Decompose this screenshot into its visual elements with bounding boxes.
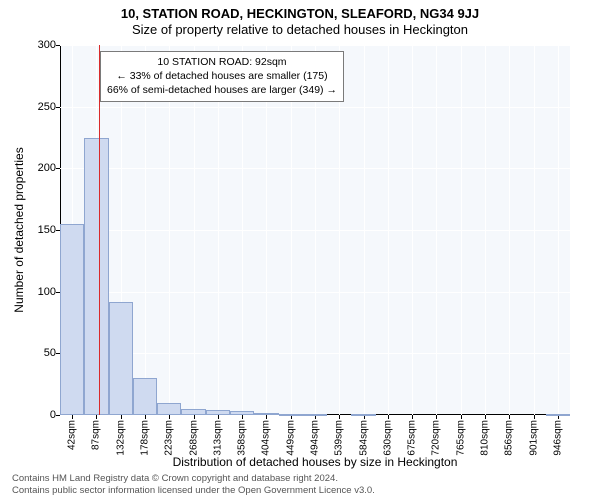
xtick-label: 178sqm	[140, 420, 151, 456]
histogram-bar	[303, 414, 327, 416]
xtick-label: 358sqm	[237, 420, 248, 456]
annotation-line-3: 66% of semi-detached houses are larger (…	[107, 83, 337, 97]
histogram-bar	[84, 138, 108, 416]
histogram-bar	[254, 413, 278, 415]
xtick-label: 449sqm	[285, 420, 296, 456]
xtick-mark	[485, 415, 486, 419]
gridline-v	[388, 45, 389, 415]
histogram-bar	[230, 411, 254, 415]
ytick-label: 150	[0, 224, 56, 236]
xtick-mark	[412, 415, 413, 419]
xtick-label: 42sqm	[67, 420, 78, 450]
xtick-label: 946sqm	[552, 420, 563, 456]
xtick-label: 584sqm	[358, 420, 369, 456]
xtick-mark	[194, 415, 195, 419]
ytick-label: 50	[0, 347, 56, 359]
gridline-v	[558, 45, 559, 415]
xtick-label: 404sqm	[261, 420, 272, 456]
histogram-bar	[279, 414, 303, 416]
xtick-mark	[509, 415, 510, 419]
gridline-v	[436, 45, 437, 415]
ytick-mark	[56, 415, 60, 416]
xtick-label: 856sqm	[504, 420, 515, 456]
chart-title-address: 10, STATION ROAD, HECKINGTON, SLEAFORD, …	[0, 6, 600, 21]
credits-line-2: Contains public sector information licen…	[12, 485, 375, 496]
ytick-label: 250	[0, 101, 56, 113]
xtick-mark	[461, 415, 462, 419]
xtick-label: 675sqm	[407, 420, 418, 456]
xtick-mark	[266, 415, 267, 419]
xtick-mark	[218, 415, 219, 419]
xtick-label: 268sqm	[188, 420, 199, 456]
histogram-bar	[60, 224, 84, 415]
histogram-bar	[133, 378, 157, 415]
xtick-mark	[145, 415, 146, 419]
xtick-label: 630sqm	[382, 420, 393, 456]
annotation-line-1: 10 STATION ROAD: 92sqm	[107, 55, 337, 69]
xtick-mark	[388, 415, 389, 419]
chart-subtitle: Size of property relative to detached ho…	[0, 22, 600, 37]
chart-container: 10, STATION ROAD, HECKINGTON, SLEAFORD, …	[0, 0, 600, 500]
xtick-label: 810sqm	[480, 420, 491, 456]
xtick-label: 87sqm	[91, 420, 102, 450]
ytick-mark	[56, 107, 60, 108]
histogram-bar	[546, 414, 570, 416]
ytick-label: 200	[0, 162, 56, 174]
xtick-label: 223sqm	[164, 420, 175, 456]
xtick-mark	[169, 415, 170, 419]
xtick-label: 720sqm	[431, 420, 442, 456]
xtick-label: 765sqm	[455, 420, 466, 456]
credits-text: Contains HM Land Registry data © Crown c…	[12, 473, 375, 496]
xtick-mark	[339, 415, 340, 419]
histogram-bar	[181, 409, 205, 415]
ytick-mark	[56, 168, 60, 169]
xtick-mark	[121, 415, 122, 419]
xtick-mark	[436, 415, 437, 419]
ytick-mark	[56, 45, 60, 46]
gridline-v	[461, 45, 462, 415]
xtick-label: 901sqm	[528, 420, 539, 456]
histogram-bar	[109, 302, 133, 415]
xtick-label: 494sqm	[310, 420, 321, 456]
histogram-bar	[157, 403, 181, 415]
gridline-v	[509, 45, 510, 415]
xtick-mark	[242, 415, 243, 419]
ytick-label: 300	[0, 39, 56, 51]
histogram-bar	[206, 410, 230, 415]
xtick-mark	[72, 415, 73, 419]
gridline-v	[485, 45, 486, 415]
ytick-label: 100	[0, 286, 56, 298]
xtick-label: 539sqm	[334, 420, 345, 456]
xtick-mark	[96, 415, 97, 419]
ytick-label: 0	[0, 409, 56, 421]
x-axis-label: Distribution of detached houses by size …	[60, 455, 570, 469]
histogram-bar	[351, 414, 375, 416]
credits-line-1: Contains HM Land Registry data © Crown c…	[12, 473, 375, 484]
xtick-mark	[534, 415, 535, 419]
xtick-label: 313sqm	[212, 420, 223, 456]
gridline-v	[534, 45, 535, 415]
gridline-v	[364, 45, 365, 415]
annotation-line-2: ← 33% of detached houses are smaller (17…	[107, 69, 337, 83]
xtick-label: 132sqm	[115, 420, 126, 456]
annotation-box: 10 STATION ROAD: 92sqm← 33% of detached …	[100, 51, 344, 102]
gridline-v	[412, 45, 413, 415]
